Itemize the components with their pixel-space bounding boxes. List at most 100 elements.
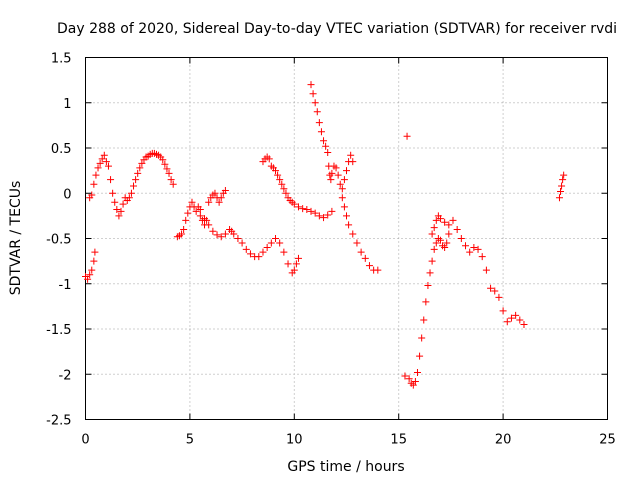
data-point bbox=[163, 165, 171, 173]
data-point bbox=[432, 216, 440, 224]
data-point bbox=[320, 137, 328, 145]
data-point bbox=[221, 230, 229, 238]
data-point bbox=[324, 149, 332, 157]
data-point bbox=[303, 206, 311, 214]
data-point bbox=[255, 253, 263, 261]
data-point bbox=[340, 203, 348, 211]
y-tick-labels: -2.5 -2 -1.5 -1 -0.5 0 0.5 1 1.5 bbox=[46, 52, 71, 429]
data-point bbox=[307, 81, 315, 89]
data-point bbox=[294, 203, 302, 211]
data-point bbox=[320, 214, 328, 222]
data-point bbox=[557, 187, 565, 195]
data-point bbox=[91, 248, 99, 256]
data-point bbox=[428, 230, 436, 238]
x-tick-label: 0 bbox=[81, 433, 89, 448]
data-point bbox=[265, 155, 273, 163]
data-point bbox=[90, 180, 98, 188]
data-point bbox=[280, 185, 288, 193]
data-point bbox=[416, 352, 424, 360]
y-tick-label: -2.5 bbox=[46, 414, 71, 429]
data-point bbox=[309, 90, 317, 98]
x-tick-label: 20 bbox=[495, 433, 512, 448]
data-point bbox=[230, 230, 238, 238]
data-point bbox=[242, 245, 250, 253]
data-point bbox=[86, 271, 94, 279]
data-point bbox=[280, 248, 288, 256]
data-point bbox=[436, 215, 444, 223]
data-point bbox=[349, 230, 357, 238]
data-point bbox=[328, 207, 336, 215]
data-point bbox=[466, 248, 474, 256]
data-point bbox=[491, 287, 499, 295]
data-point bbox=[115, 212, 123, 220]
series-arc-2 bbox=[173, 187, 302, 277]
data-point bbox=[424, 282, 432, 290]
data-point bbox=[315, 212, 323, 220]
data-point bbox=[113, 206, 121, 214]
data-point bbox=[159, 156, 167, 164]
series-arc-4 bbox=[307, 81, 382, 274]
data-point bbox=[84, 275, 92, 283]
data-point bbox=[401, 372, 409, 380]
data-point bbox=[495, 293, 503, 301]
data-point bbox=[420, 316, 428, 324]
data-point bbox=[449, 216, 457, 224]
data-point bbox=[107, 176, 115, 184]
data-point bbox=[274, 171, 282, 179]
data-point bbox=[558, 182, 566, 190]
data-point bbox=[336, 180, 344, 188]
series-arc-5 bbox=[403, 132, 411, 140]
chart-title: Day 288 of 2020, Sidereal Day-to-day VTE… bbox=[57, 21, 617, 37]
x-tick-labels: 0 5 10 15 20 25 bbox=[81, 433, 615, 448]
data-point bbox=[338, 185, 346, 193]
data-point bbox=[167, 176, 175, 184]
data-point bbox=[441, 218, 449, 226]
data-point bbox=[138, 159, 146, 167]
data-point bbox=[422, 298, 430, 306]
data-point bbox=[117, 207, 125, 215]
data-point bbox=[365, 262, 373, 270]
y-tick-label: -0.5 bbox=[46, 233, 71, 248]
data-point bbox=[361, 254, 369, 262]
data-point bbox=[487, 284, 495, 292]
data-point bbox=[445, 221, 453, 229]
data-point bbox=[276, 239, 284, 247]
data-point bbox=[205, 198, 213, 206]
data-point bbox=[213, 231, 221, 239]
data-point bbox=[96, 159, 104, 167]
data-point bbox=[90, 257, 98, 265]
data-point bbox=[474, 245, 482, 253]
data-point bbox=[272, 235, 280, 242]
data-point bbox=[196, 212, 204, 220]
data-point bbox=[516, 316, 524, 324]
data-point bbox=[559, 176, 567, 184]
data-point bbox=[499, 307, 507, 315]
data-point bbox=[432, 239, 440, 247]
data-point bbox=[327, 176, 335, 184]
series-arc-1 bbox=[82, 149, 177, 283]
series-arc-3 bbox=[259, 153, 336, 222]
data-point bbox=[343, 212, 350, 220]
data-point bbox=[196, 206, 204, 214]
data-point bbox=[334, 171, 342, 179]
x-tick-label: 5 bbox=[186, 433, 194, 448]
data-point bbox=[411, 377, 419, 385]
data-point bbox=[457, 235, 465, 242]
data-point bbox=[482, 266, 490, 274]
data-point bbox=[282, 189, 290, 197]
data-point bbox=[109, 189, 117, 197]
data-point bbox=[127, 189, 135, 197]
data-point bbox=[405, 375, 413, 383]
data-point bbox=[263, 244, 271, 252]
data-point bbox=[278, 180, 286, 188]
data-point bbox=[130, 182, 138, 190]
data-point bbox=[111, 198, 119, 206]
data-point bbox=[418, 334, 426, 342]
data-point bbox=[311, 209, 319, 217]
data-point bbox=[178, 230, 186, 238]
data-point bbox=[184, 209, 192, 217]
series-arc-6 bbox=[401, 212, 528, 389]
data-point bbox=[88, 191, 96, 199]
data-point bbox=[560, 171, 568, 179]
data-point bbox=[430, 245, 438, 253]
